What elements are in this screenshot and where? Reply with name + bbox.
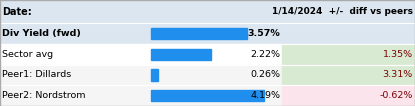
- Text: -0.62%: -0.62%: [380, 91, 413, 100]
- Text: Peer1: Dillards: Peer1: Dillards: [2, 70, 71, 80]
- Text: Div Yield (fwd): Div Yield (fwd): [2, 29, 81, 38]
- Text: 0.26%: 0.26%: [250, 70, 280, 80]
- Bar: [282, 85, 415, 106]
- Bar: [151, 69, 159, 81]
- Text: Sector avg: Sector avg: [2, 50, 53, 59]
- Bar: [0, 85, 415, 106]
- Text: 3.57%: 3.57%: [247, 29, 280, 38]
- Bar: [0, 0, 415, 23]
- Text: 1.35%: 1.35%: [383, 50, 413, 59]
- Text: 2.22%: 2.22%: [250, 50, 280, 59]
- Text: Peer2: Nordstrom: Peer2: Nordstrom: [2, 91, 85, 100]
- Text: Date:: Date:: [2, 7, 32, 17]
- Text: 1/14/2024  +/-  diff vs peers: 1/14/2024 +/- diff vs peers: [272, 7, 413, 16]
- Text: 3.31%: 3.31%: [383, 70, 413, 80]
- Bar: [151, 28, 247, 39]
- Bar: [151, 90, 264, 101]
- Bar: [282, 44, 415, 65]
- Bar: [0, 44, 415, 65]
- Bar: [0, 65, 415, 85]
- Text: 4.19%: 4.19%: [250, 91, 280, 100]
- Bar: [151, 49, 211, 60]
- Bar: [0, 23, 415, 44]
- Bar: [282, 65, 415, 85]
